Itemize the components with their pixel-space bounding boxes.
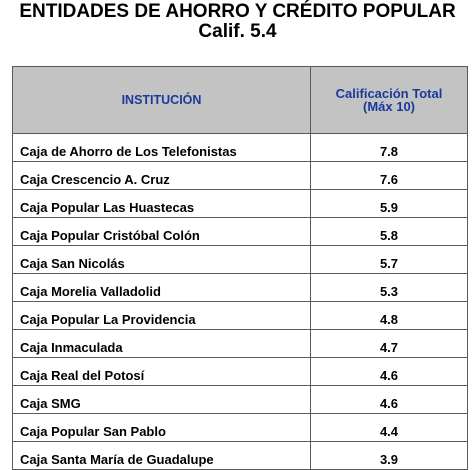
- table-row: Caja Morelia Valladolid 5.3: [12, 273, 468, 302]
- page-title: ENTIDADES DE AHORRO Y CRÉDITO POPULAR: [19, 1, 456, 22]
- table-row: Caja San Nicolás 5.7: [12, 245, 468, 274]
- score-value: 4.4: [310, 413, 468, 442]
- score-value: 4.8: [310, 301, 468, 330]
- institution-name: Caja Popular Cristóbal Colón: [12, 217, 311, 246]
- institution-name: Caja Popular San Pablo: [12, 413, 311, 442]
- table-row: Caja Popular Cristóbal Colón 5.8: [12, 217, 468, 246]
- table-header-row: INSTITUCIÓN Calificación Total (Máx 10): [12, 66, 468, 134]
- score-value: 5.9: [310, 189, 468, 218]
- table-row: Caja SMG 4.6: [12, 385, 468, 414]
- score-value: 5.8: [310, 217, 468, 246]
- score-value: 7.8: [310, 133, 468, 162]
- table-row: Caja de Ahorro de Los Telefonistas 7.8: [12, 133, 468, 162]
- table-row: Caja Crescencio A. Cruz 7.6: [12, 161, 468, 190]
- table-row: Caja Popular San Pablo 4.4: [12, 413, 468, 442]
- column-header-score: Calificación Total (Máx 10): [310, 66, 468, 134]
- institution-name: Caja de Ahorro de Los Telefonistas: [12, 133, 311, 162]
- institution-name: Caja Santa María de Guadalupe: [12, 441, 311, 470]
- institution-name: Caja Popular Las Huastecas: [12, 189, 311, 218]
- score-value: 3.9: [310, 441, 468, 470]
- institution-name: Caja Real del Potosí: [12, 357, 311, 386]
- institution-name: Caja San Nicolás: [12, 245, 311, 274]
- table-row: Caja Inmaculada 4.7: [12, 329, 468, 358]
- ratings-table: INSTITUCIÓN Calificación Total (Máx 10) …: [12, 66, 468, 470]
- page-subtitle: Calif. 5.4: [198, 21, 277, 42]
- score-value: 4.6: [310, 357, 468, 386]
- table-row: Caja Real del Potosí 4.6: [12, 357, 468, 386]
- table-row: Caja Popular La Providencia 4.8: [12, 301, 468, 330]
- table-row: Caja Popular Las Huastecas 5.9: [12, 189, 468, 218]
- column-header-score-line1: Calificación Total: [335, 86, 443, 101]
- score-value: 7.6: [310, 161, 468, 190]
- institution-name: Caja SMG: [12, 385, 311, 414]
- institution-name: Caja Morelia Valladolid: [12, 273, 311, 302]
- column-header-score-line2: (Máx 10): [362, 99, 416, 114]
- score-value: 4.6: [310, 385, 468, 414]
- table-row: Caja Santa María de Guadalupe 3.9: [12, 441, 468, 470]
- column-header-institution: INSTITUCIÓN: [12, 66, 311, 134]
- score-value: 5.3: [310, 273, 468, 302]
- institution-name: Caja Inmaculada: [12, 329, 311, 358]
- score-value: 4.7: [310, 329, 468, 358]
- score-value: 5.7: [310, 245, 468, 274]
- institution-name: Caja Popular La Providencia: [12, 301, 311, 330]
- institution-name: Caja Crescencio A. Cruz: [12, 161, 311, 190]
